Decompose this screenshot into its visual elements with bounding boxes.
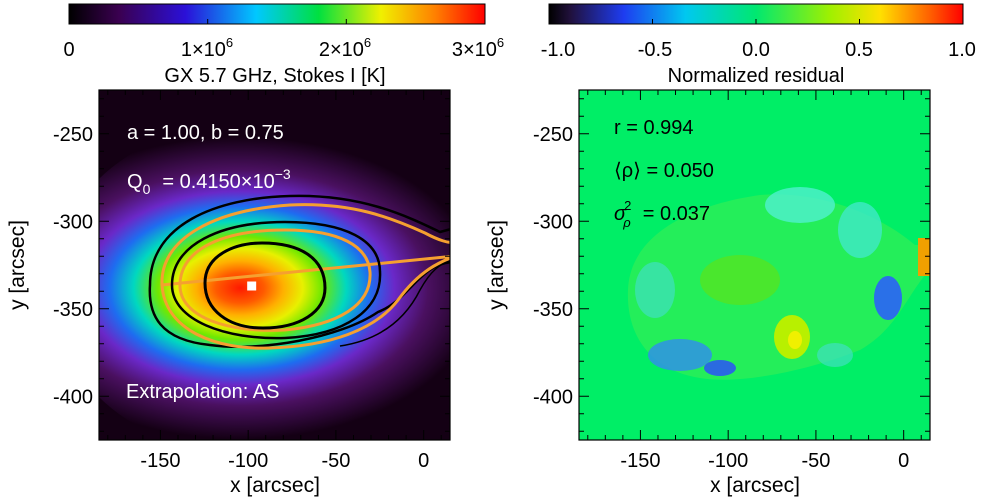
left-plot-q0: Q0 = 0.4150×10−3 <box>127 166 291 197</box>
right-plot-xlabel: x [arcsec] <box>710 474 800 497</box>
colorbar-left-tick-3: 3×106 <box>452 35 504 61</box>
left-plot-xlabel: x [arcsec] <box>230 474 320 497</box>
x-tick-label-right: -150 <box>620 450 660 472</box>
x-tick-label-left: -100 <box>228 450 268 472</box>
right-residual-cyan-bottomright <box>817 343 853 367</box>
x-tick-label-left: -150 <box>140 450 180 472</box>
colorbar-left-gradient <box>68 3 486 25</box>
left-plot-ticks: -150 -100 -50 0 -250 -300 -350 -400 <box>53 90 450 472</box>
colorbar-left-ticklines <box>68 19 486 24</box>
right-residual-green-spot <box>700 255 780 305</box>
y-tick-label-left: -300 <box>53 211 93 233</box>
left-plot-extrapolation: Extrapolation: AS <box>126 381 279 403</box>
x-tick-label-left: -50 <box>321 450 350 472</box>
colorbar-left-tick-1: 1×106 <box>181 35 233 61</box>
right-plot-title: Normalized residual <box>668 65 845 87</box>
right-residual-blue-right <box>874 276 902 320</box>
left-plot-peak-marker <box>247 281 257 291</box>
y-tick-label-left: -250 <box>53 124 93 146</box>
colorbar-left-tick-2: 2×106 <box>319 35 371 61</box>
left-plot-ylabel: y [arcsec] <box>6 220 29 310</box>
left-contour-inner-black <box>203 241 327 330</box>
right-plot: r = 0.994 ⟨ρ⟩ = 0.050 σ2 ρ = 0.037 -150 -10… <box>485 89 931 497</box>
y-tick-label-right: -400 <box>533 386 573 408</box>
y-tick-label-right: -300 <box>533 211 573 233</box>
colorbar-right-tick-1: -0.5 <box>638 39 672 61</box>
y-tick-label-right: -350 <box>533 299 573 321</box>
colorbar-right-tick-3: 0.5 <box>845 39 873 61</box>
right-residual-orange-edge <box>918 238 930 276</box>
y-tick-label-left: -400 <box>53 386 93 408</box>
colorbar-right-tick-4: 1.0 <box>948 39 976 61</box>
right-residual-cyan-left <box>635 262 675 318</box>
colorbar-right: -1.0 -0.5 0.0 0.5 1.0 Normalized residua… <box>541 3 976 87</box>
colorbar-right-tick-2: 0.0 <box>742 39 770 61</box>
colorbar-right-tick-0: -1.0 <box>541 39 575 61</box>
y-tick-label-left: -350 <box>53 299 93 321</box>
right-plot-ticks: -150 -100 -50 0 -250 -300 -350 -400 <box>533 90 930 472</box>
x-tick-label-right: 0 <box>898 450 909 472</box>
left-plot-params: a = 1.00, b = 0.75 <box>127 122 284 144</box>
y-tick-label-right: -250 <box>533 124 573 146</box>
right-residual-blue-bottom <box>704 360 736 376</box>
right-plot-r: r = 0.994 <box>614 117 694 139</box>
right-plot-frame <box>578 89 931 441</box>
left-contour-mid-black <box>170 220 382 340</box>
left-contour-tail-black <box>339 260 450 347</box>
colorbar-left-tick-0: 0 <box>63 39 74 61</box>
left-plot-frame <box>98 89 451 441</box>
right-plot-ylabel: y [arcsec] <box>485 220 508 310</box>
left-plot-source-glow <box>99 118 450 440</box>
right-plot-sigma: σ2 ρ = 0.037 <box>614 198 710 230</box>
left-contour-mid-orange <box>178 228 372 332</box>
right-residual-cyan-mid <box>838 202 882 258</box>
right-residual-cyan-top <box>765 187 835 223</box>
right-residual-blue-bottomleft <box>648 339 712 371</box>
right-residual-yellow-core <box>788 331 802 349</box>
colorbar-left: 0 1×106 2×106 3×106 GX 5.7 GHz, Stokes I… <box>63 3 504 87</box>
x-tick-label-left: 0 <box>418 450 429 472</box>
colorbar-right-ticklines <box>548 19 964 24</box>
right-plot-rho-mean: ⟨ρ⟩ = 0.050 <box>614 160 714 182</box>
x-tick-label-right: -100 <box>708 450 748 472</box>
left-plot-image: a = 1.00, b = 0.75 Q0 = 0.4150×10−3 Extra… <box>99 90 450 440</box>
left-plot-title: GX 5.7 GHz, Stokes I [K] <box>164 65 385 87</box>
left-contour-outer-orange <box>160 203 450 350</box>
x-tick-label-right: -50 <box>801 450 830 472</box>
right-plot-image: r = 0.994 ⟨ρ⟩ = 0.050 σ2 ρ = 0.037 <box>579 90 930 440</box>
left-plot: a = 1.00, b = 0.75 Q0 = 0.4150×10−3 Extra… <box>6 89 451 497</box>
